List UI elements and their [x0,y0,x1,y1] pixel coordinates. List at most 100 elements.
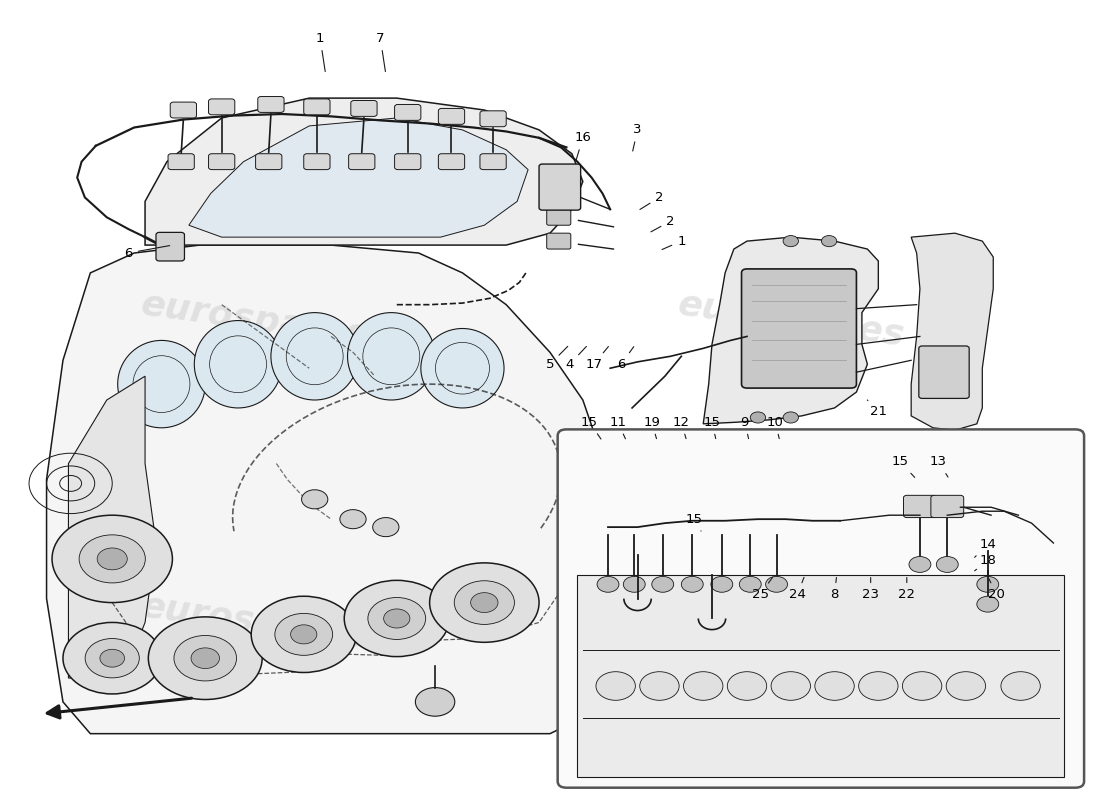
Text: eurospares: eurospares [139,590,370,655]
Text: 16: 16 [574,131,592,161]
Circle shape [783,412,799,423]
Circle shape [471,593,498,613]
Circle shape [340,510,366,529]
Text: 1: 1 [316,32,326,71]
Circle shape [624,576,646,592]
Circle shape [815,672,855,700]
FancyBboxPatch shape [351,101,377,116]
Circle shape [416,687,454,716]
Text: 25: 25 [751,577,772,601]
Circle shape [596,672,636,700]
FancyBboxPatch shape [480,154,506,170]
Text: eurospares: eurospares [675,590,906,655]
Circle shape [681,576,703,592]
Circle shape [597,576,619,592]
Text: 21: 21 [868,400,887,418]
Text: 15: 15 [581,416,601,439]
Text: 15: 15 [704,416,720,438]
Circle shape [79,535,145,583]
Text: 2: 2 [651,214,674,232]
Text: 14: 14 [975,538,997,558]
Circle shape [766,576,788,592]
Ellipse shape [271,313,359,400]
FancyBboxPatch shape [439,109,464,124]
Polygon shape [578,574,1065,778]
Circle shape [652,576,673,592]
Circle shape [859,672,898,700]
Text: 3: 3 [632,123,641,151]
FancyBboxPatch shape [349,154,375,170]
Circle shape [946,672,986,700]
Circle shape [727,672,767,700]
Circle shape [85,638,140,678]
Circle shape [936,557,958,572]
FancyBboxPatch shape [903,495,936,518]
Circle shape [301,490,328,509]
Text: 8: 8 [830,578,838,601]
FancyBboxPatch shape [741,269,857,388]
Circle shape [275,614,332,655]
FancyBboxPatch shape [547,210,571,226]
FancyBboxPatch shape [439,154,464,170]
Text: 7: 7 [376,32,385,71]
Polygon shape [189,118,528,237]
Text: 9: 9 [740,416,749,438]
Text: 20: 20 [988,579,1005,601]
Circle shape [251,596,356,673]
Circle shape [640,672,679,700]
Ellipse shape [118,341,206,428]
FancyBboxPatch shape [918,346,969,398]
Text: 5: 5 [546,346,568,370]
FancyBboxPatch shape [395,154,421,170]
Circle shape [454,581,515,625]
FancyBboxPatch shape [156,232,185,261]
FancyBboxPatch shape [547,233,571,249]
Text: 23: 23 [862,578,879,601]
Text: eurospares: eurospares [675,288,906,354]
Text: 15: 15 [686,513,703,531]
Circle shape [822,235,837,246]
Text: 10: 10 [767,416,784,438]
Circle shape [63,622,162,694]
Circle shape [148,617,262,699]
Circle shape [711,576,733,592]
Circle shape [750,412,766,423]
FancyBboxPatch shape [539,164,581,210]
Circle shape [367,598,426,639]
Circle shape [683,672,723,700]
Circle shape [100,650,124,667]
Text: 2: 2 [640,191,663,210]
Polygon shape [68,376,156,678]
Text: 11: 11 [609,416,626,438]
Circle shape [1001,672,1041,700]
FancyBboxPatch shape [209,99,234,114]
FancyBboxPatch shape [395,105,421,120]
Text: 4: 4 [565,346,586,370]
Circle shape [97,548,128,570]
Circle shape [373,518,399,537]
Text: 6: 6 [124,246,169,259]
FancyBboxPatch shape [558,430,1085,788]
Text: 22: 22 [899,578,915,601]
Circle shape [902,672,942,700]
Polygon shape [911,233,993,430]
FancyBboxPatch shape [257,97,284,113]
FancyBboxPatch shape [304,99,330,114]
Text: 15: 15 [892,455,915,478]
FancyBboxPatch shape [209,154,234,170]
FancyBboxPatch shape [547,186,571,202]
FancyBboxPatch shape [255,154,282,170]
Text: 18: 18 [975,554,997,571]
Ellipse shape [348,313,436,400]
Ellipse shape [195,321,282,408]
FancyBboxPatch shape [304,154,330,170]
Circle shape [52,515,173,602]
Ellipse shape [421,329,504,408]
Circle shape [909,557,931,572]
Circle shape [174,635,236,681]
Circle shape [290,625,317,644]
Text: eurospares: eurospares [139,288,370,354]
Text: 13: 13 [930,455,948,477]
Text: 6: 6 [617,346,634,370]
FancyBboxPatch shape [170,102,197,118]
